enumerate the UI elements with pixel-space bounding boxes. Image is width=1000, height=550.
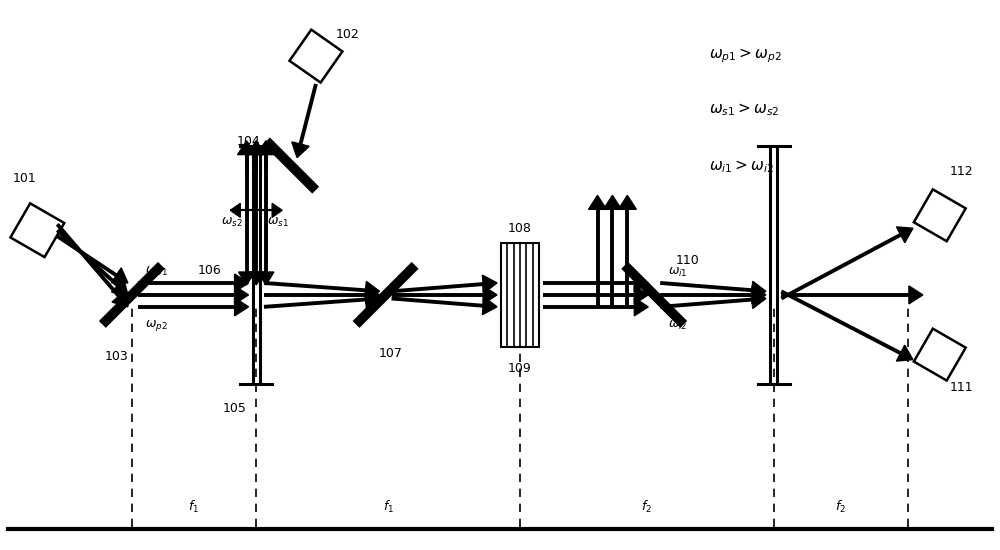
Polygon shape xyxy=(366,286,380,304)
Text: $f_2$: $f_2$ xyxy=(835,499,846,515)
Polygon shape xyxy=(112,279,128,295)
Text: $\omega_{s2}$: $\omega_{s2}$ xyxy=(221,216,242,229)
Text: $\omega_{i2}$: $\omega_{i2}$ xyxy=(668,319,688,332)
Polygon shape xyxy=(365,282,380,299)
Text: $\omega_{i1}$: $\omega_{i1}$ xyxy=(668,266,688,279)
Polygon shape xyxy=(483,286,497,304)
Polygon shape xyxy=(634,298,648,316)
Text: 106: 106 xyxy=(198,263,221,277)
Polygon shape xyxy=(248,272,264,285)
Text: $\omega_{p1}$: $\omega_{p1}$ xyxy=(145,264,168,279)
Polygon shape xyxy=(258,272,274,285)
Polygon shape xyxy=(112,290,128,307)
Text: 103: 103 xyxy=(105,350,129,362)
Polygon shape xyxy=(618,195,636,210)
Text: 107: 107 xyxy=(379,346,402,360)
Text: $f_1$: $f_1$ xyxy=(383,499,394,515)
Polygon shape xyxy=(272,204,282,217)
Text: 102: 102 xyxy=(336,28,360,41)
Polygon shape xyxy=(238,141,255,155)
Polygon shape xyxy=(230,204,240,217)
Polygon shape xyxy=(247,141,265,155)
Polygon shape xyxy=(589,195,606,210)
Polygon shape xyxy=(235,298,249,316)
Polygon shape xyxy=(235,286,249,304)
Polygon shape xyxy=(751,290,766,309)
Text: $f_2$: $f_2$ xyxy=(641,499,652,515)
Text: $\omega_{i1} > \omega_{i2}$: $\omega_{i1} > \omega_{i2}$ xyxy=(709,158,774,175)
Bar xyxy=(501,243,539,347)
Polygon shape xyxy=(239,272,254,285)
Polygon shape xyxy=(111,268,128,283)
Text: 101: 101 xyxy=(12,173,36,185)
Polygon shape xyxy=(365,290,380,309)
Polygon shape xyxy=(634,286,648,304)
Text: $\omega_{p1} > \omega_{p2}$: $\omega_{p1} > \omega_{p2}$ xyxy=(709,46,782,65)
Polygon shape xyxy=(292,142,309,158)
Polygon shape xyxy=(257,141,275,155)
Text: 110: 110 xyxy=(676,254,700,267)
Polygon shape xyxy=(482,297,497,315)
Polygon shape xyxy=(235,274,249,292)
Text: 109: 109 xyxy=(508,362,532,375)
Text: 108: 108 xyxy=(508,222,532,235)
Polygon shape xyxy=(909,286,923,304)
Text: 105: 105 xyxy=(222,403,246,415)
Polygon shape xyxy=(896,345,913,361)
Text: $\omega_{s1}$: $\omega_{s1}$ xyxy=(267,216,289,229)
Polygon shape xyxy=(896,227,913,243)
Text: 112: 112 xyxy=(950,166,973,179)
Text: $f_1$: $f_1$ xyxy=(188,499,200,515)
Text: $\omega_{p2}$: $\omega_{p2}$ xyxy=(145,318,167,333)
Polygon shape xyxy=(751,281,766,299)
Polygon shape xyxy=(752,286,766,304)
Polygon shape xyxy=(634,274,648,292)
Text: 111: 111 xyxy=(950,381,973,394)
Text: 104: 104 xyxy=(236,135,260,147)
Polygon shape xyxy=(482,275,497,293)
Polygon shape xyxy=(603,195,621,210)
Text: $\omega_{s1} > \omega_{s2}$: $\omega_{s1} > \omega_{s2}$ xyxy=(709,101,779,118)
